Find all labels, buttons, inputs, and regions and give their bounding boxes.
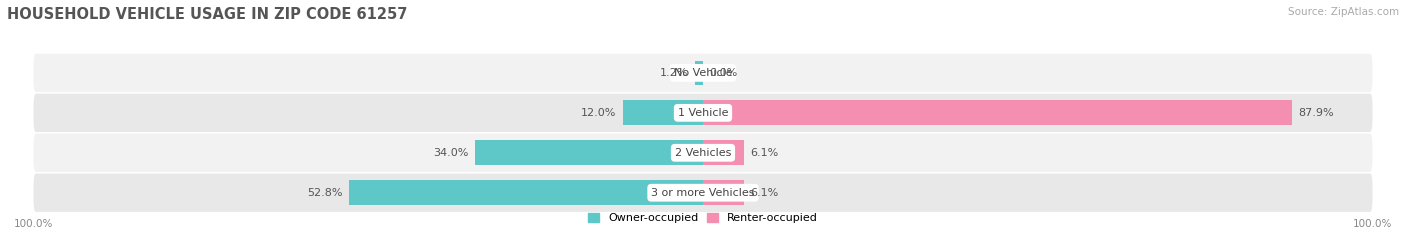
FancyBboxPatch shape: [34, 94, 1372, 132]
Text: 1.2%: 1.2%: [659, 68, 689, 78]
Text: 3 or more Vehicles: 3 or more Vehicles: [651, 188, 755, 198]
Text: 2 Vehicles: 2 Vehicles: [675, 148, 731, 158]
Bar: [695, 61, 703, 85]
Bar: [350, 180, 703, 205]
Text: No Vehicle: No Vehicle: [673, 68, 733, 78]
Text: HOUSEHOLD VEHICLE USAGE IN ZIP CODE 61257: HOUSEHOLD VEHICLE USAGE IN ZIP CODE 6125…: [7, 7, 408, 22]
Text: 1 Vehicle: 1 Vehicle: [678, 108, 728, 118]
FancyBboxPatch shape: [34, 134, 1372, 172]
Bar: [623, 100, 703, 125]
Text: 87.9%: 87.9%: [1298, 108, 1334, 118]
Text: 12.0%: 12.0%: [581, 108, 616, 118]
Legend: Owner-occupied, Renter-occupied: Owner-occupied, Renter-occupied: [583, 208, 823, 227]
Text: 6.1%: 6.1%: [751, 188, 779, 198]
Bar: [703, 140, 744, 165]
FancyBboxPatch shape: [34, 54, 1372, 92]
Text: 6.1%: 6.1%: [751, 148, 779, 158]
Bar: [703, 180, 744, 205]
Text: 34.0%: 34.0%: [433, 148, 468, 158]
Text: 0.0%: 0.0%: [710, 68, 738, 78]
FancyBboxPatch shape: [34, 174, 1372, 212]
Bar: [475, 140, 703, 165]
Bar: [703, 100, 1292, 125]
Text: Source: ZipAtlas.com: Source: ZipAtlas.com: [1288, 7, 1399, 17]
Text: 52.8%: 52.8%: [308, 188, 343, 198]
